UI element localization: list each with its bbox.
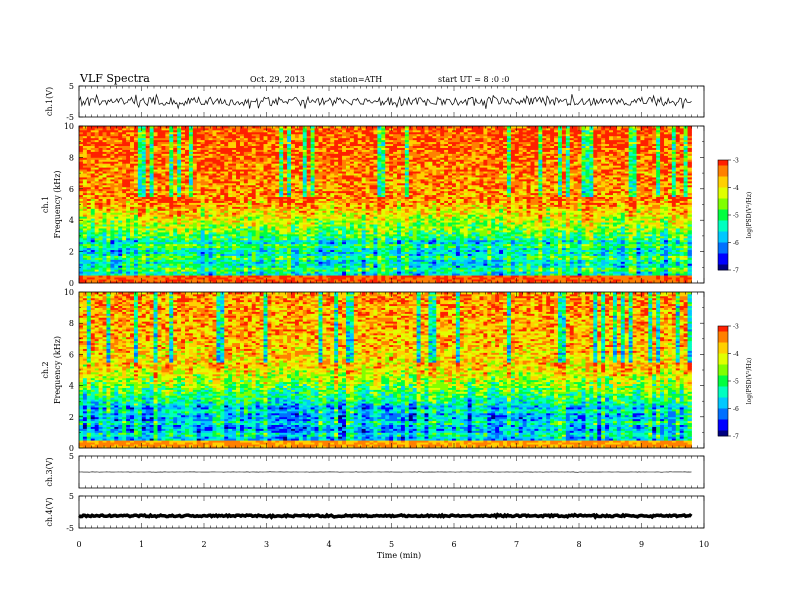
spectrogram-image (79, 126, 692, 283)
panel-1: 5 -5 ch.1(V) (45, 82, 704, 122)
y-tick-label: -5 (66, 113, 74, 122)
station-label: station=ATH (330, 75, 382, 84)
date-label: Oct. 29, 2013 (250, 75, 305, 84)
panels-group: 5 -5 ch.1(V) -3-4-5-6-7log(PSD(V²/Hz)024681… (41, 82, 753, 533)
y-tick-label: 5 (69, 82, 74, 91)
y-axis-label: ch.1(V) (45, 87, 54, 116)
waveform-trace (79, 94, 692, 109)
start-ut-label: start UT = 8 :0 :0 (438, 75, 509, 84)
figure-title: VLF Spectra (79, 72, 150, 85)
